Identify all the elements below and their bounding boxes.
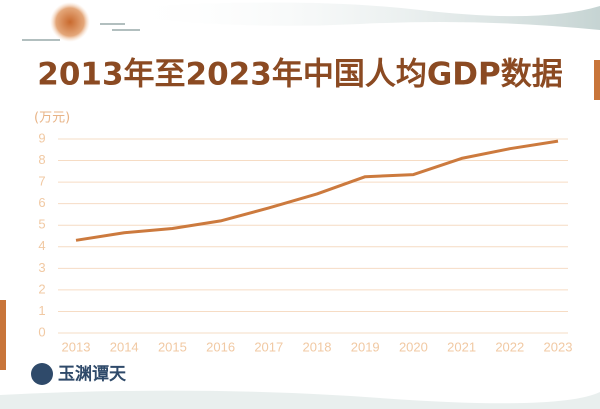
x-tick-label: 2023	[544, 339, 573, 354]
data-line	[75, 139, 559, 242]
x-tick-label: 2018	[303, 339, 332, 354]
brand-logo	[31, 363, 53, 385]
x-tick-label: 2022	[495, 339, 524, 354]
decor-lines	[22, 23, 140, 41]
decor-sun	[50, 2, 90, 42]
brand-name: 玉渊谭天	[58, 364, 127, 385]
y-tick-label: 6	[38, 195, 45, 210]
x-tick-label: 2020	[399, 339, 428, 354]
y-tick-label: 0	[38, 324, 45, 339]
y-tick-label: 3	[38, 260, 45, 275]
chart-title: 2013年至2023年中国人均GDP数据	[37, 57, 562, 93]
x-tick-label: 2013	[62, 339, 91, 354]
y-tick-label: 5	[38, 217, 45, 232]
y-tick-label: 2	[38, 281, 45, 296]
y-tick-label: 4	[38, 238, 45, 253]
x-tick-label: 2019	[351, 339, 380, 354]
x-tick-label: 2017	[254, 339, 283, 354]
decor-bottom	[0, 390, 600, 409]
x-tick-label: 2015	[158, 339, 187, 354]
y-tick-label: 7	[38, 174, 45, 189]
x-tick-label: 2014	[110, 339, 139, 354]
decor-bar-right	[594, 60, 600, 100]
y-tick-label: 9	[38, 130, 45, 145]
x-tick-label: 2021	[447, 339, 476, 354]
decor-bar-left	[0, 300, 6, 370]
y-tick-label: 8	[38, 152, 45, 167]
y-tick-label: 1	[38, 303, 45, 318]
x-tick-label: 2016	[206, 339, 235, 354]
y-axis-label: (万元)	[34, 111, 70, 126]
decor-wave	[120, 2, 600, 30]
